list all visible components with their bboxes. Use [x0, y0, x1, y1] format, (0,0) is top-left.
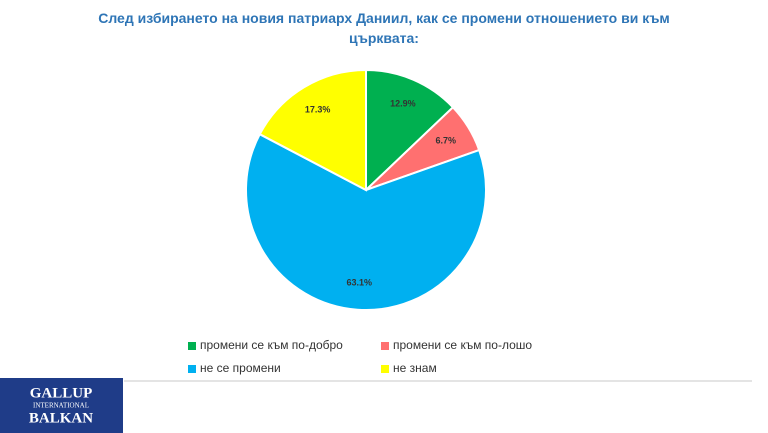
legend-marker [381, 365, 389, 373]
pie-slice [365, 68, 455, 193]
data-label: 17.3% [305, 104, 331, 114]
data-label: 6.7% [436, 135, 457, 145]
logo-box [0, 378, 123, 433]
data-label: 12.9% [390, 98, 416, 108]
logo-text: GALLUP [30, 385, 93, 401]
legend-label: не знам [393, 361, 437, 375]
pie-slice [245, 132, 487, 311]
legend-label: промени се към по-лошо [393, 338, 532, 352]
pie-slice [258, 68, 367, 192]
logo-text: INTERNATIONAL [33, 402, 89, 410]
legend-label: не се промени [200, 361, 281, 375]
legend-marker [381, 342, 389, 350]
legend-marker [188, 342, 196, 350]
chart-title: След избирането на новия патриарх Даниил… [98, 10, 670, 46]
legend-marker [188, 365, 196, 373]
data-label: 63.1% [346, 278, 372, 288]
logo-text: BALKAN [29, 410, 93, 426]
legend-label: промени се към по-добро [200, 338, 343, 352]
